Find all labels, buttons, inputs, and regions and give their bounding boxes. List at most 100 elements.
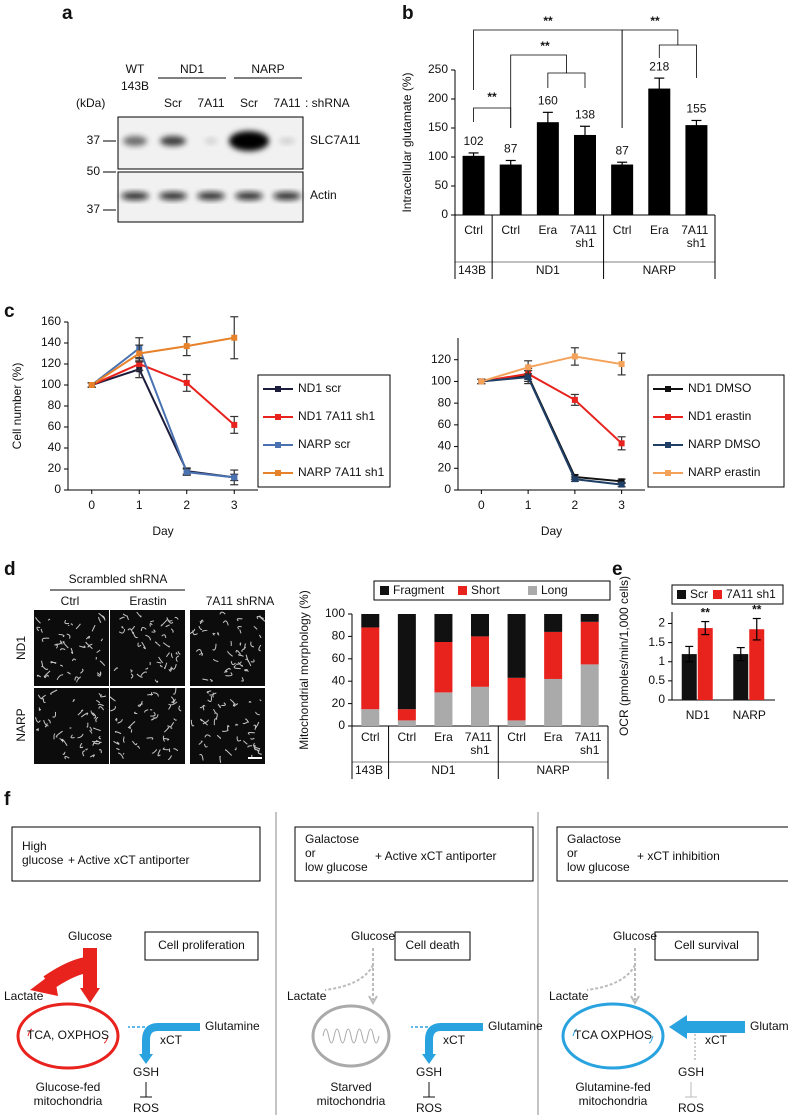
mito-label: Glutamine-fed	[575, 1080, 650, 1094]
x-tick-label: 3	[618, 498, 625, 512]
y-axis-label: Intracellular glutamate (%)	[400, 72, 414, 212]
bar	[681, 654, 697, 700]
mitochondria-texture	[113, 611, 181, 683]
y-tick-label: 160	[41, 314, 61, 328]
micrograph	[34, 688, 109, 764]
significance-bracket	[621, 29, 697, 128]
legend-label: Long	[541, 583, 568, 597]
legend-box	[671, 584, 784, 605]
lactate-arrow	[324, 964, 374, 991]
condition-text: or	[305, 846, 316, 860]
ros-label: ROS	[416, 1101, 442, 1115]
bar-segment	[544, 678, 563, 726]
legend-marker	[665, 386, 671, 392]
condition-box	[294, 826, 534, 882]
y-tick-label: 200	[428, 91, 448, 105]
legend-swatch	[458, 586, 467, 595]
lane-label: Scr	[240, 96, 258, 110]
x-tick-label: NARP	[733, 708, 766, 722]
x-tick-label: Ctrl	[398, 730, 417, 744]
y-tick-label: 2	[658, 616, 665, 630]
y-tick-label: 40	[332, 673, 346, 687]
glutamine-arrow	[425, 1023, 483, 1056]
arrow-head	[630, 995, 640, 1006]
legend-label: NARP erastin	[688, 465, 760, 479]
mito-label: Glucose-fed	[36, 1080, 101, 1094]
cristae-mask	[577, 1027, 649, 1045]
x-tick-label: 0	[88, 498, 95, 512]
bar-segment	[434, 642, 453, 693]
legend-label: NARP DMSO	[688, 437, 760, 451]
bar	[685, 125, 708, 215]
point	[525, 374, 532, 381]
legend-label: 7A11 sh1	[726, 587, 776, 601]
y-tick-label: 80	[332, 629, 346, 643]
value-label: 87	[615, 143, 629, 157]
legend-swatch	[528, 586, 537, 595]
y-tick-label: 100	[41, 377, 61, 391]
legend-marker	[275, 470, 281, 476]
y-tick-label: 0	[441, 207, 448, 221]
legend-box	[373, 580, 611, 601]
lane-label: Scr	[164, 96, 182, 110]
group-label: 143B	[458, 263, 486, 277]
blot-band	[273, 192, 301, 200]
legend-label: Fragment	[393, 583, 445, 597]
arrow-head	[80, 988, 100, 1003]
point	[183, 469, 190, 476]
lane-label: 7A11	[197, 96, 224, 110]
arrow-head	[669, 1015, 687, 1039]
point	[571, 476, 578, 483]
arrow-head	[30, 972, 58, 996]
panel-label: b	[402, 3, 414, 24]
x-tick-label: 7A11 sh1	[681, 223, 711, 250]
condition-box	[556, 826, 788, 882]
bar-segment	[471, 614, 489, 637]
x-axis-label: Day	[541, 524, 562, 538]
legend-swatch	[380, 586, 389, 595]
significance-label: **	[701, 606, 711, 620]
gsh-label: GSH	[133, 1065, 159, 1079]
bar-segment	[580, 621, 599, 665]
panel-label: d	[4, 559, 16, 580]
group-label: NARP	[643, 263, 676, 277]
y-tick-label: 140	[41, 335, 61, 349]
significance-label: **	[487, 90, 497, 104]
point	[183, 379, 190, 386]
blot-band	[121, 192, 149, 200]
treatment-text: + xCT inhibition	[637, 849, 720, 863]
y-tick-label: 0	[658, 692, 665, 706]
x-tick-label: Era	[650, 223, 669, 237]
y-tick-label: 0	[54, 482, 61, 496]
bar-segment	[397, 614, 416, 710]
blot-band	[235, 192, 263, 200]
significance-label: **	[543, 14, 553, 28]
value-label: 138	[575, 107, 595, 121]
mito-label: mitochondria	[317, 1094, 386, 1108]
x-tick-label: 7A11 sh1	[465, 730, 495, 757]
bar-segment	[507, 720, 526, 726]
bar-segment	[544, 614, 563, 632]
bar	[499, 164, 522, 215]
y-tick-label: 250	[428, 62, 448, 76]
bar-segment	[397, 720, 416, 726]
blot-band	[197, 192, 225, 200]
legend-marker	[665, 470, 671, 476]
condition-text: low glucose	[305, 860, 368, 874]
bar	[749, 629, 765, 700]
point	[231, 334, 238, 341]
y-tick-label: 50	[435, 178, 449, 192]
legend-marker	[665, 442, 671, 448]
y-tick-label: 150	[428, 120, 448, 134]
legend-marker	[275, 386, 281, 392]
legend-box	[647, 374, 785, 488]
value-label: 160	[538, 94, 558, 108]
blot-band	[160, 136, 186, 146]
bar	[697, 628, 713, 700]
microscopy-label: NARP	[14, 708, 28, 741]
significance-bracket	[510, 54, 586, 128]
error-bar	[580, 125, 590, 145]
xct-label: xCT	[160, 1033, 183, 1047]
y-axis-label: Cell number (%)	[10, 363, 24, 450]
